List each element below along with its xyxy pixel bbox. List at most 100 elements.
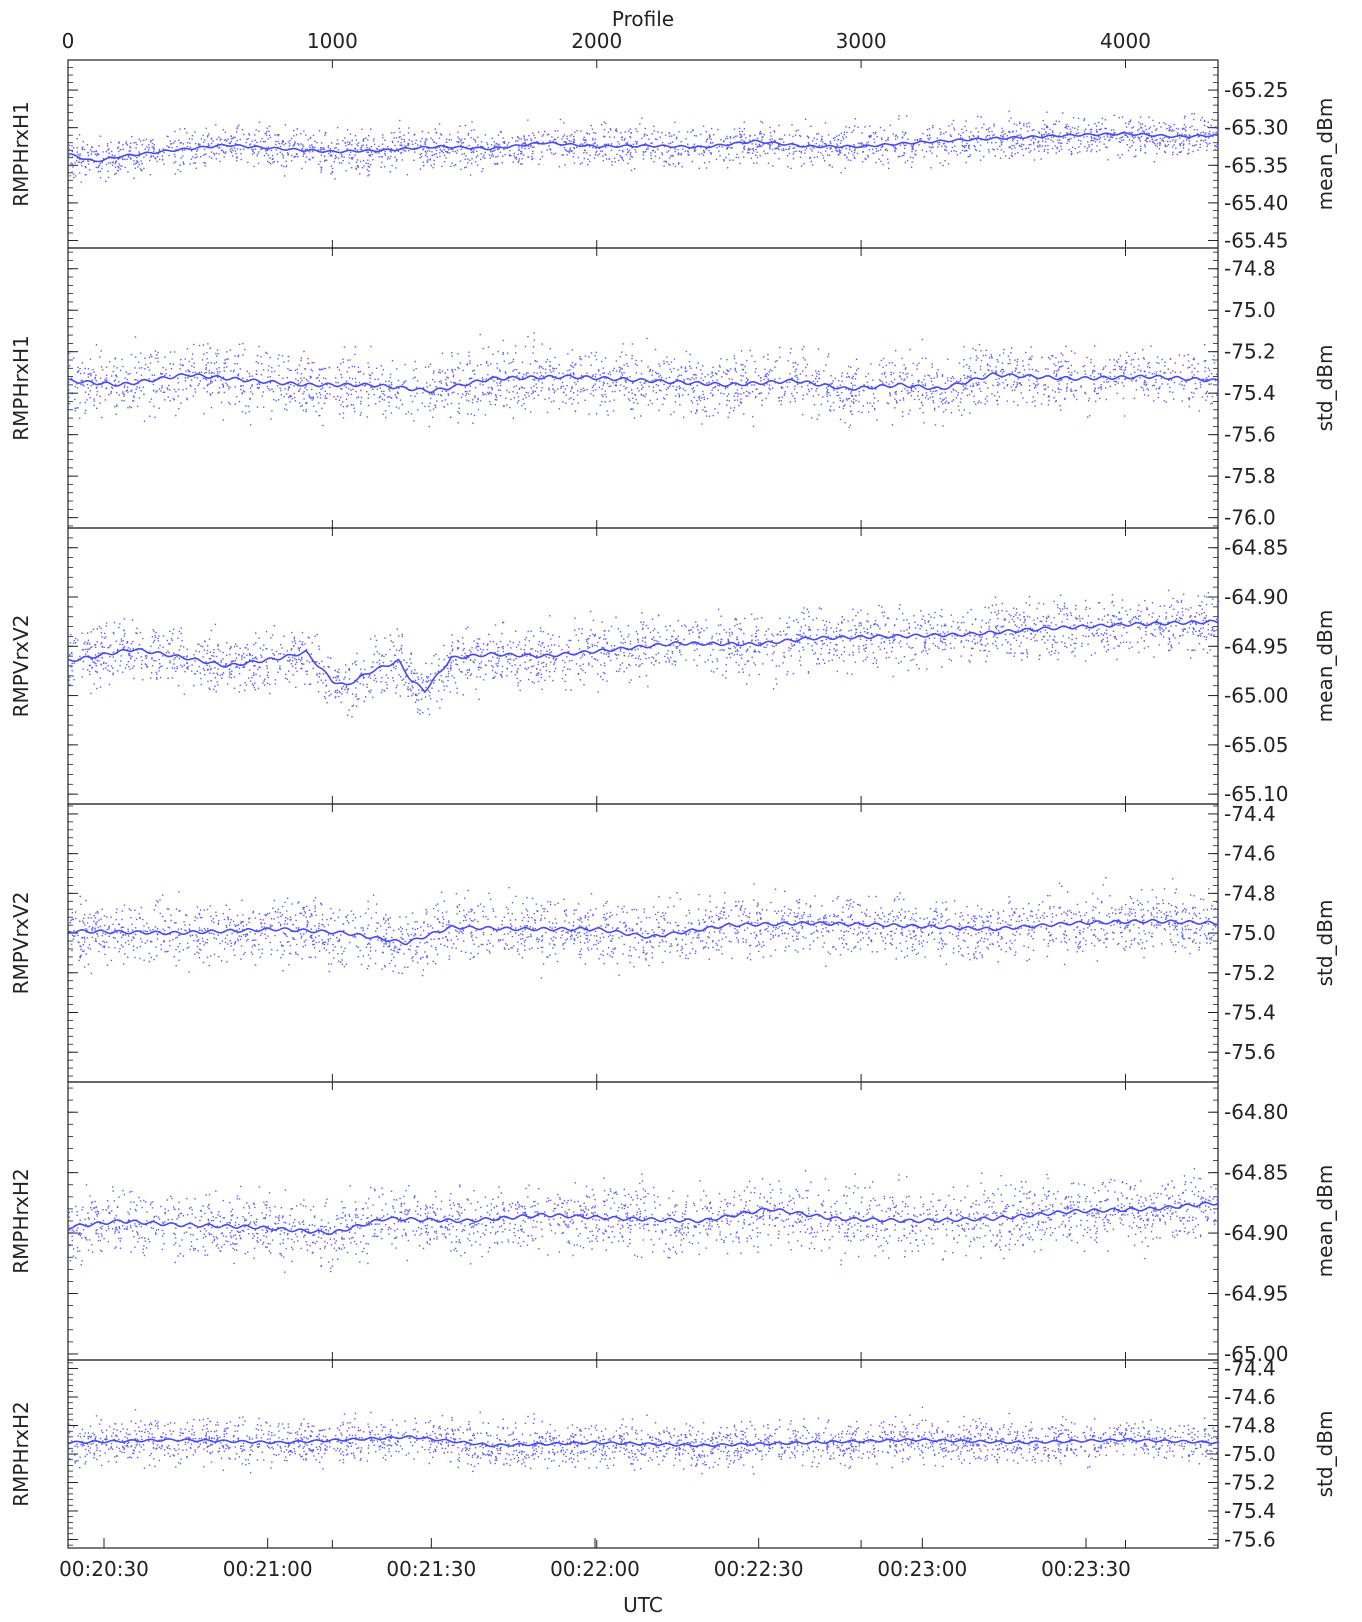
- data-point: [272, 158, 274, 160]
- data-point: [874, 133, 876, 135]
- data-point: [90, 146, 93, 149]
- data-point: [336, 139, 339, 141]
- data-point: [909, 156, 912, 158]
- data-point: [816, 138, 818, 141]
- data-point: [1087, 141, 1089, 143]
- data-point: [969, 412, 971, 414]
- data-point: [910, 166, 913, 168]
- data-point: [646, 337, 648, 340]
- data-point: [516, 392, 518, 394]
- data-point: [751, 415, 754, 418]
- data-point: [730, 147, 732, 149]
- data-point: [703, 151, 706, 154]
- data-point: [710, 142, 712, 145]
- data-point: [316, 142, 318, 144]
- data-point: [976, 384, 978, 386]
- data-point: [1047, 145, 1049, 147]
- data-point: [1066, 142, 1068, 145]
- data-point: [533, 397, 535, 400]
- data-point: [116, 367, 118, 369]
- data-point: [502, 141, 504, 144]
- data-point: [693, 134, 696, 137]
- data-point: [616, 145, 618, 147]
- data-point: [243, 391, 246, 393]
- data-point: [323, 402, 326, 404]
- data-point: [73, 357, 75, 359]
- data-point: [119, 165, 121, 167]
- data-point: [651, 133, 653, 135]
- data-point: [841, 401, 844, 403]
- data-point: [843, 154, 846, 156]
- data-point: [79, 417, 81, 419]
- data-point: [197, 384, 199, 387]
- data-point: [376, 148, 379, 150]
- data-point: [678, 374, 680, 376]
- data-point: [342, 406, 345, 408]
- data-point: [661, 132, 663, 134]
- data-point: [127, 407, 129, 409]
- data-point: [558, 364, 560, 366]
- data-point: [515, 385, 517, 387]
- data-point: [1066, 386, 1068, 388]
- data-point: [774, 140, 777, 142]
- data-point: [903, 152, 905, 154]
- data-point: [932, 396, 934, 398]
- data-point: [869, 402, 871, 404]
- data-point: [712, 387, 714, 389]
- data-point: [96, 390, 98, 393]
- data-point: [218, 153, 220, 155]
- data-point: [161, 158, 164, 161]
- data-point: [879, 126, 882, 129]
- data-point: [419, 157, 421, 159]
- data-point: [228, 142, 230, 144]
- data-point: [549, 347, 551, 350]
- data-point: [832, 380, 834, 382]
- data-point: [331, 167, 334, 170]
- data-point: [1046, 111, 1048, 113]
- data-point: [134, 367, 136, 369]
- data-point: [898, 118, 900, 120]
- data-point: [871, 386, 873, 388]
- data-point: [303, 398, 305, 400]
- data-point: [285, 393, 288, 395]
- data-point: [668, 157, 671, 159]
- data-point: [470, 136, 472, 139]
- data-point: [735, 362, 737, 364]
- data-point: [512, 391, 514, 393]
- data-point: [122, 148, 124, 150]
- data-point: [532, 346, 535, 348]
- data-point: [816, 372, 818, 375]
- data-point: [81, 148, 84, 151]
- data-point: [1205, 379, 1207, 381]
- data-point: [1210, 392, 1213, 394]
- data-point: [203, 413, 205, 415]
- data-point: [952, 399, 955, 401]
- data-point: [548, 387, 550, 390]
- data-point: [580, 143, 582, 145]
- data-point: [97, 166, 99, 169]
- data-point: [226, 140, 228, 142]
- data-point: [632, 146, 634, 149]
- data-point: [1199, 143, 1201, 146]
- data-point: [386, 158, 389, 160]
- data-point: [470, 151, 473, 154]
- data-point: [934, 424, 937, 426]
- data-point: [369, 155, 372, 157]
- data-point: [1152, 141, 1154, 143]
- data-point: [954, 145, 956, 147]
- data-point: [796, 391, 798, 394]
- data-point: [592, 147, 594, 149]
- data-point: [205, 153, 207, 155]
- data-point: [1191, 371, 1193, 373]
- data-point: [384, 139, 386, 141]
- data-point: [331, 170, 333, 173]
- data-point: [345, 398, 348, 400]
- data-point: [683, 380, 685, 383]
- data-point: [538, 367, 540, 369]
- data-point: [346, 129, 349, 131]
- data-point: [615, 381, 618, 383]
- data-point: [528, 147, 530, 150]
- data-point: [391, 360, 394, 362]
- data-point: [426, 160, 428, 163]
